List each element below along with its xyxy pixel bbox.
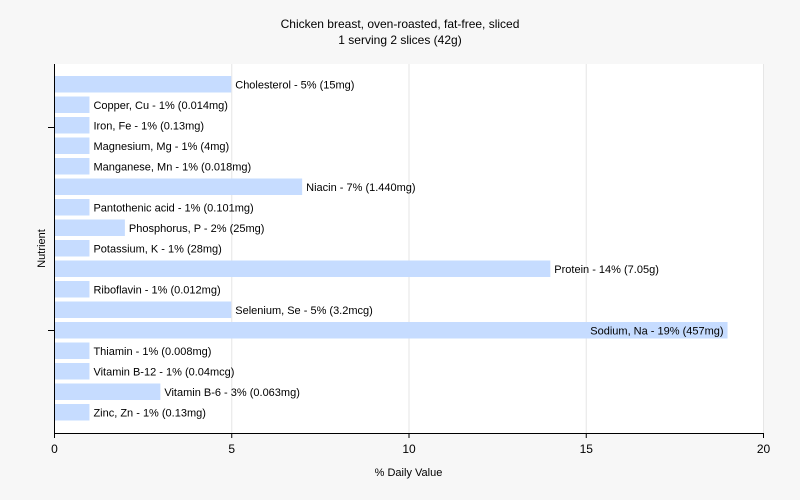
data-label: Iron, Fe - 1% (0.13mg) (93, 120, 204, 132)
bar (55, 117, 90, 134)
data-label: Selenium, Se - 5% (3.2mcg) (235, 305, 373, 317)
data-label: Zinc, Zn - 1% (0.13mg) (93, 407, 205, 419)
data-label: Riboflavin - 1% (0.012mg) (93, 284, 220, 296)
data-label: Protein - 14% (7.05g) (554, 264, 659, 276)
bar (55, 404, 90, 421)
x-axis-title: % Daily Value (375, 467, 443, 479)
bar (55, 178, 303, 195)
data-label: Potassium, K - 1% (28mg) (93, 243, 221, 255)
data-label: Vitamin B-6 - 3% (0.063mg) (164, 387, 300, 399)
x-tick-label: 0 (51, 442, 58, 456)
data-label: Vitamin B-12 - 1% (0.04mcg) (93, 366, 234, 378)
data-label: Magnesium, Mg - 1% (4mg) (93, 141, 229, 153)
bar (55, 158, 90, 175)
bar (55, 281, 90, 298)
chart-title: Chicken breast, oven-roasted, fat-free, … (280, 17, 520, 31)
data-label: Cholesterol - 5% (15mg) (235, 79, 354, 91)
data-label: Pantothenic acid - 1% (0.101mg) (93, 202, 253, 214)
y-axis-title: Nutrient (36, 229, 48, 268)
chart-subtitle: 1 serving 2 slices (42g) (338, 33, 462, 47)
bar (55, 363, 90, 380)
bar (55, 76, 232, 93)
bar (55, 301, 232, 318)
bar (55, 199, 90, 216)
bar (55, 219, 125, 236)
bar (55, 137, 90, 154)
x-tick-label: 20 (757, 442, 771, 456)
bar (55, 240, 90, 257)
data-label: Phosphorus, P - 2% (25mg) (129, 223, 265, 235)
data-label: Manganese, Mn - 1% (0.018mg) (93, 161, 251, 173)
x-tick-label: 5 (228, 442, 235, 456)
data-label: Sodium, Na - 19% (457mg) (590, 325, 723, 337)
bar (55, 342, 90, 359)
bar (55, 96, 90, 113)
bar (55, 383, 161, 400)
x-tick-label: 15 (580, 442, 594, 456)
data-label: Niacin - 7% (1.440mg) (306, 182, 415, 194)
data-label: Thiamin - 1% (0.008mg) (93, 346, 211, 358)
bar (55, 260, 551, 277)
data-label: Copper, Cu - 1% (0.014mg) (93, 100, 228, 112)
x-tick-label: 10 (402, 442, 416, 456)
bar (55, 322, 728, 339)
